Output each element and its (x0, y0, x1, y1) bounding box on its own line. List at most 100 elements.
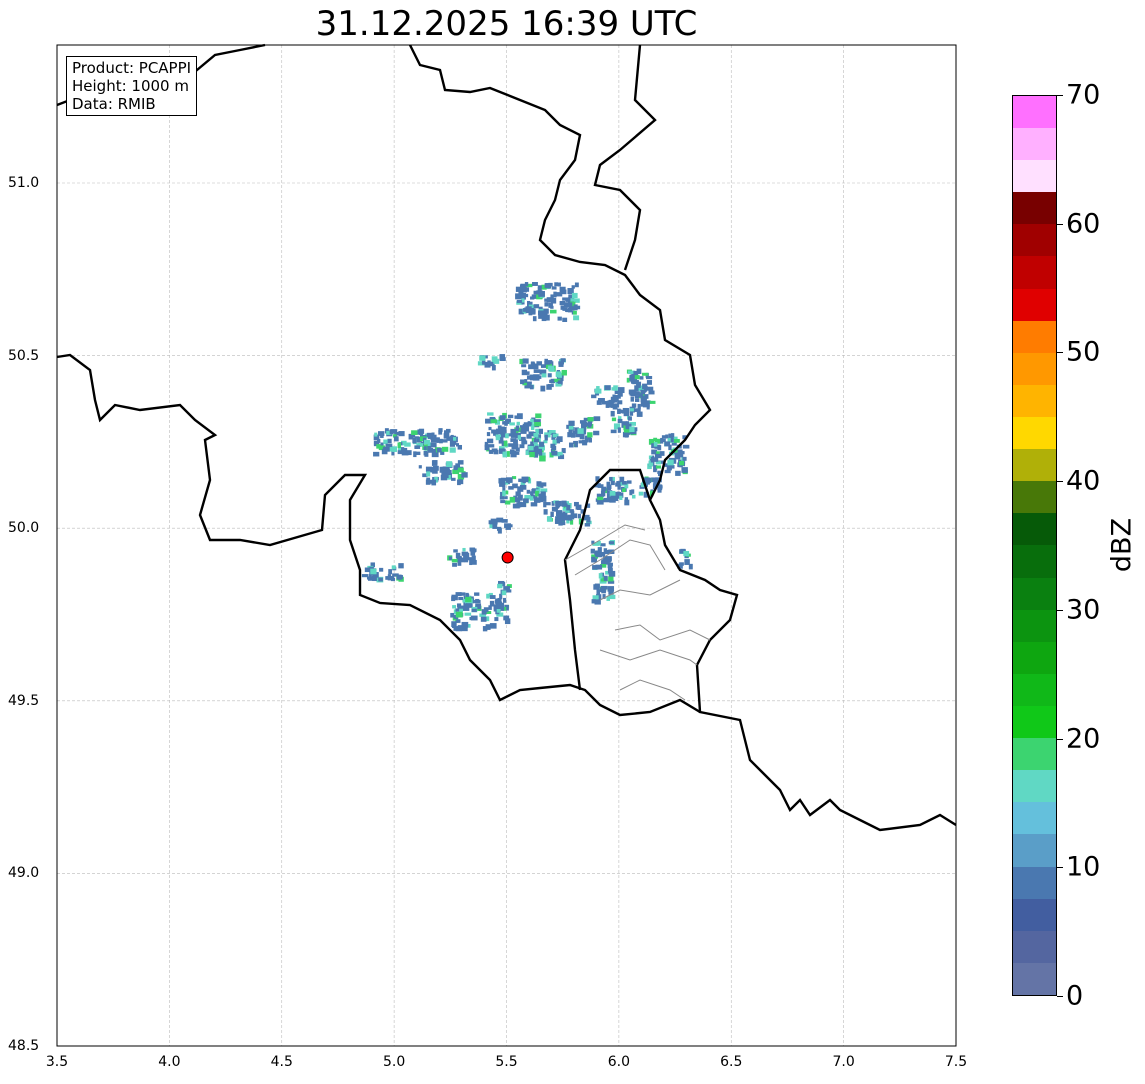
radar-echo (533, 290, 539, 295)
radar-echo (502, 451, 508, 458)
radar-echo (426, 477, 431, 481)
radar-echo (533, 363, 539, 370)
colorbar-bin (1013, 545, 1056, 578)
radar-echo (668, 464, 675, 469)
radar-echo (391, 565, 396, 570)
radar-echo (557, 282, 561, 287)
radar-echo (563, 302, 571, 308)
radar-echo (623, 412, 630, 417)
radar-echo (499, 354, 506, 360)
x-tick-label: 7.0 (832, 1054, 855, 1070)
radar-echo (515, 293, 522, 300)
radar-echo (651, 449, 658, 455)
radar-echo (596, 493, 601, 498)
radar-echo (534, 419, 541, 423)
radar-echo (389, 446, 396, 452)
radar-echo (528, 431, 535, 436)
radar-echo (452, 605, 457, 609)
radar-echo (657, 470, 663, 474)
radar-echo (441, 446, 449, 452)
radar-echo (519, 284, 525, 288)
radar-echo (582, 422, 589, 427)
radar-echo (426, 471, 431, 477)
radar-echo (601, 551, 606, 557)
radar-echo (516, 299, 522, 303)
radar-echo (451, 477, 456, 481)
radar-echo (683, 550, 690, 557)
radar-echo (646, 380, 653, 385)
radar-echo (538, 451, 543, 456)
radar-echo (370, 568, 377, 575)
radar-echo (386, 430, 392, 435)
radar-echo (470, 550, 476, 556)
radar-echo (444, 473, 449, 478)
radar-echo (465, 602, 472, 608)
radar-echo (509, 449, 515, 455)
radar-echo (609, 490, 616, 497)
radar-echo (503, 427, 507, 433)
radar-echo (575, 504, 580, 510)
radar-echo (600, 490, 606, 497)
radar-echo (617, 427, 621, 433)
radar-echo (613, 423, 621, 430)
x-tick-label: 5.5 (495, 1054, 518, 1070)
radar-echo (540, 385, 546, 392)
radar-echo (671, 433, 675, 438)
radar-echo (617, 387, 625, 394)
colorbar-bin (1013, 384, 1056, 418)
radar-echo (568, 306, 575, 311)
radar-echo (550, 378, 555, 384)
radar-echo (541, 284, 547, 290)
radar-echo (536, 294, 543, 300)
radar-echo (455, 463, 461, 468)
radar-echo (594, 388, 602, 394)
radar-echo (484, 444, 490, 451)
radar-echo (636, 411, 643, 417)
radar-echo (503, 440, 508, 447)
radar-echo (453, 609, 457, 615)
radar-echo (501, 477, 506, 483)
radar-echo (444, 430, 450, 434)
radar-echo (614, 395, 619, 402)
radar-echo (471, 608, 477, 613)
radar-echo (376, 444, 381, 449)
radar-echo (372, 575, 377, 582)
radar-echo (368, 574, 372, 579)
radar-echo (519, 358, 524, 365)
radar-echo (496, 612, 504, 617)
radar-echo (670, 436, 674, 443)
radar-echo (572, 310, 577, 315)
radar-echo (624, 499, 630, 506)
colorbar-bin (1013, 449, 1056, 482)
radar-echo (600, 585, 608, 590)
radar-echo (646, 387, 650, 391)
radar-echo (557, 373, 562, 378)
radar-echo (619, 476, 625, 482)
info-data: Data: RMIB (72, 95, 156, 113)
radar-echo (584, 523, 591, 527)
radar-echo (455, 592, 462, 597)
radar-echo (579, 420, 587, 424)
radar-echo (558, 520, 563, 526)
radar-echo (510, 438, 517, 442)
radar-site-marker (501, 551, 514, 564)
radar-echo (545, 502, 551, 506)
radar-echo (638, 491, 644, 496)
radar-echo (595, 564, 603, 570)
radar-echo (604, 385, 611, 390)
radar-echo (642, 395, 647, 402)
radar-echo (416, 436, 422, 443)
radar-echo (560, 514, 566, 519)
radar-echo (637, 403, 641, 410)
x-tick-label: 5.0 (382, 1054, 406, 1070)
radar-echo (544, 360, 551, 365)
radar-echo (639, 376, 644, 380)
radar-echo (664, 469, 671, 474)
radar-echo (470, 596, 474, 600)
radar-echo (626, 480, 632, 484)
radar-echo (415, 431, 422, 435)
radar-echo (577, 428, 584, 434)
colorbar-tick-mark (1057, 738, 1063, 740)
radar-echo (515, 491, 521, 497)
radar-echo (607, 580, 615, 584)
